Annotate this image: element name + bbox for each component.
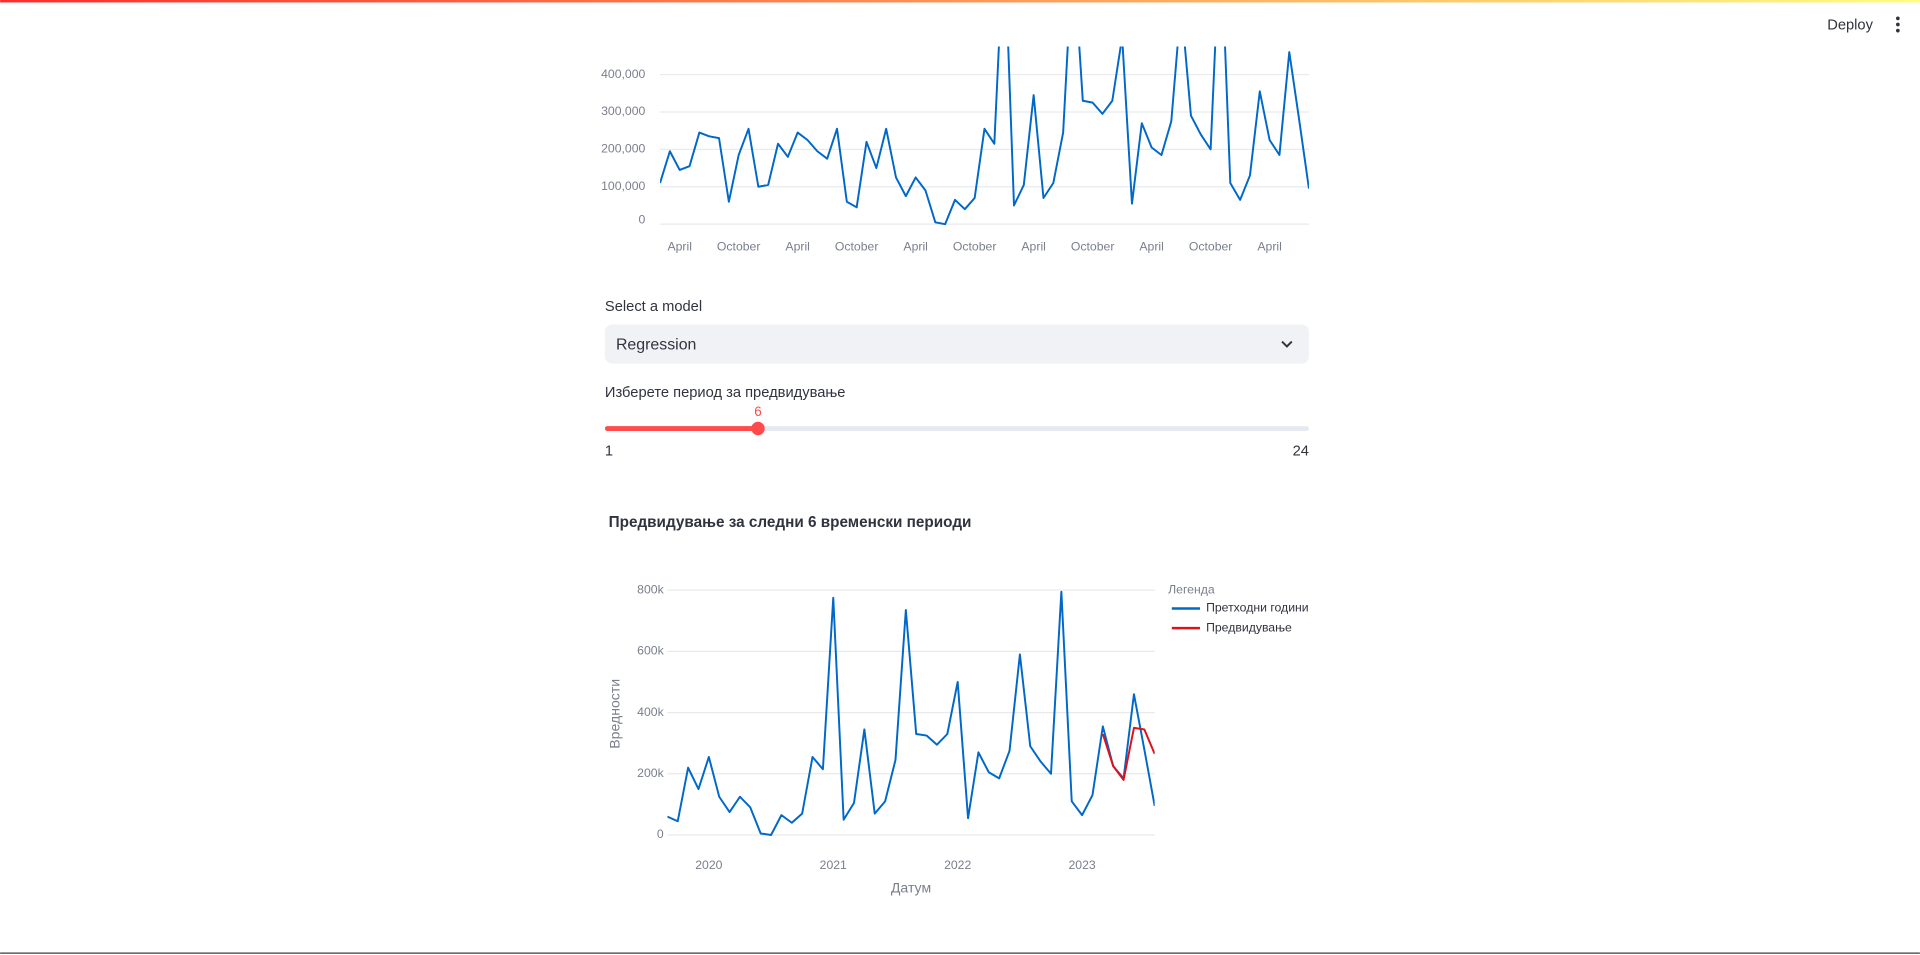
data-line [667,590,1155,836]
y-tick-label: 200,000 [601,142,645,156]
forecast-plot [667,590,1155,836]
slider-track[interactable] [604,426,1309,431]
slider-max: 24 [1293,444,1309,460]
y-tick-label: 400,000 [601,67,645,81]
forecast-title: Предвидување за следни 6 временски перио… [609,514,972,531]
x-tick-label: 2022 [944,858,971,872]
y-tick-label: 0 [657,827,664,841]
slider-min: 1 [605,444,613,460]
slider-fill [604,426,758,431]
x-tick-label: April [1257,240,1281,254]
x-tick-label: 2021 [820,858,847,872]
y-axis-title: Вредности [607,679,623,749]
x-tick-label: April [903,240,927,254]
x-tick-label: April [1139,240,1163,254]
x-tick-label: 2020 [695,858,722,872]
x-tick-label: October [717,240,761,254]
x-tick-label: April [1021,240,1045,254]
y-tick-label: 100,000 [601,179,645,193]
top-decoration [0,0,1920,3]
y-tick-label: 300,000 [601,104,645,118]
legend-label[interactable]: Предвидување [1206,620,1292,634]
slider-value: 6 [754,404,761,419]
y-tick-label: 400k [637,705,664,719]
main-menu[interactable] [1896,16,1900,33]
select-label: Select a model [605,299,702,315]
x-axis-title: Датум [891,880,931,896]
x-tick-label: October [1071,240,1115,254]
slider-thumb[interactable] [751,421,765,436]
y-tick-label: 200k [637,766,664,780]
slider-label: Изберете период за предвидување [605,385,846,401]
data-line [660,46,1309,226]
chevron-icon [1281,340,1293,348]
model-select[interactable] [604,324,1309,364]
x-tick-label: October [953,240,997,254]
data-line [1101,726,1155,781]
y-tick-label: 800k [637,582,664,596]
x-tick-label: October [835,240,879,254]
x-tick-label: October [1189,240,1233,254]
select-value: Regression [616,336,696,353]
legend-title: Легенда [1168,582,1215,596]
y-tick-label: 0 [639,213,646,227]
deploy-button[interactable]: Deploy [1827,18,1873,34]
y-tick-label: 600k [637,644,664,658]
x-tick-label: April [667,240,691,254]
history-plot [660,46,1309,226]
x-tick-label: 2023 [1068,858,1095,872]
legend-label[interactable]: Претходни години [1206,601,1309,615]
x-tick-label: April [785,240,809,254]
